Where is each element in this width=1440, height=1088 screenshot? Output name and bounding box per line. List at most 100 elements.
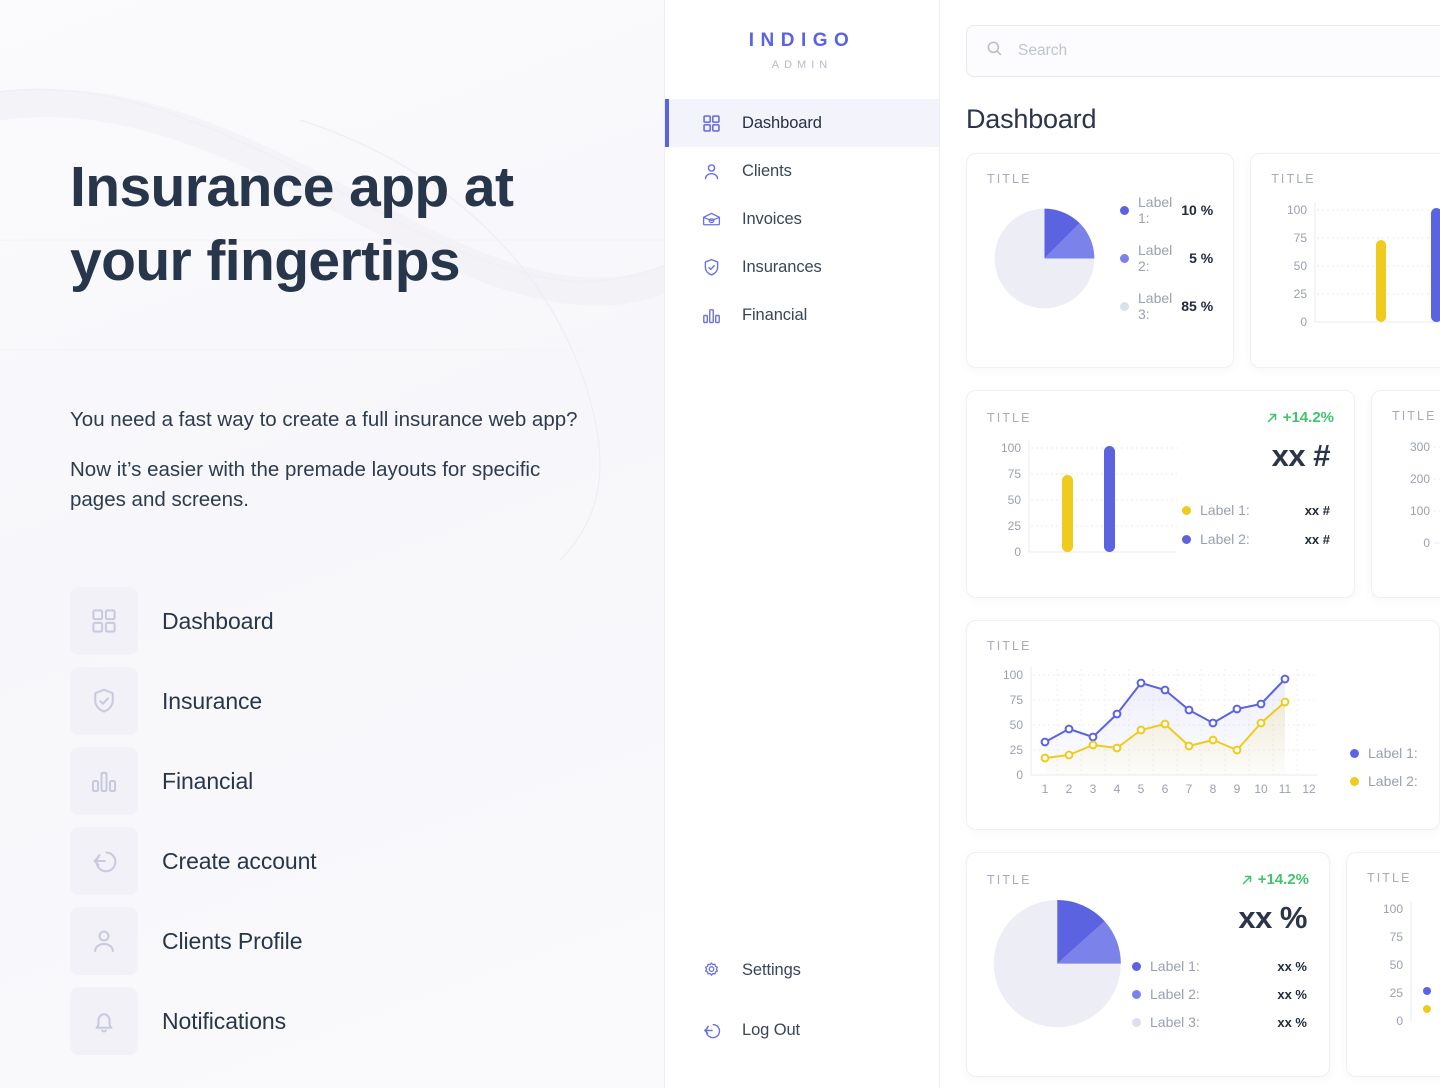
dashboard-main: Search Dashboard TITLE bbox=[940, 0, 1440, 1088]
status-badge: +14.2% bbox=[1265, 409, 1334, 426]
bar-card-2[interactable]: TITLE +14.2% 100 75 50 bbox=[966, 390, 1355, 598]
card-title: TITLE bbox=[987, 639, 1032, 653]
bar-legend: Label 1: xx # Label 2: xx # bbox=[1182, 502, 1330, 547]
legend-item: Label 3: 85 % bbox=[1120, 290, 1213, 322]
legend-item: Label 2: 5 % bbox=[1120, 242, 1213, 274]
pie-card-2[interactable]: TITLE +14.2% bbox=[966, 852, 1330, 1077]
bar-chart: 100 75 50 25 0 bbox=[1287, 202, 1440, 329]
legend-label: Label 1: bbox=[1138, 194, 1173, 226]
shield-check-icon bbox=[699, 257, 723, 278]
sidebar-item-invoices[interactable]: Invoices bbox=[665, 195, 939, 243]
svg-text:75: 75 bbox=[1294, 231, 1308, 245]
sidebar-item-settings[interactable]: Settings bbox=[665, 940, 939, 1000]
legend-dot bbox=[1132, 961, 1141, 971]
bar-chart: 300 200 100 0 Mo bbox=[1410, 440, 1440, 550]
svg-text:1: 1 bbox=[1042, 782, 1049, 796]
feature-item-insurance[interactable]: Insurance bbox=[70, 661, 664, 741]
sidebar-item-label: Financial bbox=[742, 305, 808, 324]
legend-value: xx % bbox=[1277, 958, 1307, 974]
svg-text:0: 0 bbox=[1396, 1014, 1403, 1028]
legend-label: Label 2: bbox=[1368, 773, 1418, 789]
promo-paragraph-2: Now it’s easier with the premade layouts… bbox=[70, 458, 541, 511]
bar-chart: 100 75 50 25 0 bbox=[1383, 901, 1431, 1028]
promo-panel: Insurance app at your fingertips You nee… bbox=[0, 0, 664, 1088]
bar-card-3[interactable]: TITLE 300 200 100 0 Mo bbox=[1371, 390, 1440, 598]
legend-item: Label 2: xx % bbox=[1132, 986, 1307, 1002]
legend-value: xx % bbox=[1277, 1014, 1307, 1030]
delta-value: +14.2% bbox=[1257, 871, 1309, 888]
sidebar-item-label: Dashboard bbox=[742, 113, 822, 132]
search-icon bbox=[985, 39, 1004, 63]
user-icon bbox=[70, 907, 138, 975]
card-row-3: TITLE bbox=[966, 620, 1440, 830]
page-headline: Insurance app at your fingertips bbox=[70, 155, 514, 293]
card-title: TITLE bbox=[987, 410, 1032, 425]
feature-label: Create account bbox=[162, 847, 317, 874]
legend-dot bbox=[1120, 301, 1129, 311]
feature-label: Clients Profile bbox=[162, 927, 303, 954]
sidebar-footer-nav: Settings Log Out bbox=[665, 940, 939, 1088]
feature-label: Financial bbox=[162, 767, 254, 794]
bar-card-4[interactable]: TITLE 100 75 50 25 0 bbox=[1346, 852, 1440, 1077]
legend-label: Label 2: bbox=[1138, 242, 1173, 274]
feature-item-clients-profile[interactable]: Clients Profile bbox=[70, 901, 664, 981]
svg-text:100: 100 bbox=[1410, 504, 1430, 518]
feature-label: Insurance bbox=[162, 687, 263, 714]
sidebar-item-clients[interactable]: Clients bbox=[665, 147, 939, 195]
svg-text:9: 9 bbox=[1234, 782, 1241, 796]
legend-dot bbox=[1182, 534, 1191, 544]
legend-label: Label 3: bbox=[1138, 290, 1173, 322]
svg-text:25: 25 bbox=[1008, 519, 1022, 533]
svg-text:75: 75 bbox=[1390, 930, 1404, 944]
bar-card-1[interactable]: TITLE 100 75 50 25 0 bbox=[1250, 153, 1440, 368]
card-title: TITLE bbox=[1392, 409, 1437, 423]
legend-label: Label 1: bbox=[1150, 958, 1200, 974]
svg-text:100: 100 bbox=[1383, 902, 1403, 916]
feature-item-financial[interactable]: Financial bbox=[70, 741, 664, 821]
svg-text:50: 50 bbox=[1390, 958, 1404, 972]
svg-text:0: 0 bbox=[1423, 536, 1430, 550]
search-input[interactable]: Search bbox=[966, 25, 1440, 77]
feature-list: Dashboard Insurance bbox=[70, 581, 664, 1061]
legend-dot bbox=[1132, 989, 1141, 999]
feature-item-create-account[interactable]: Create account bbox=[70, 821, 664, 901]
card-title: TITLE bbox=[1271, 172, 1316, 186]
legend-dot bbox=[1120, 253, 1129, 263]
svg-text:6: 6 bbox=[1162, 782, 1169, 796]
big-value: xx % bbox=[1238, 900, 1307, 935]
pie-card-1[interactable]: TITLE Label 1: 10 % bbox=[966, 153, 1235, 368]
feature-item-dashboard[interactable]: Dashboard bbox=[70, 581, 664, 661]
legend-item: Label 3: xx % bbox=[1132, 1014, 1307, 1030]
legend-dot bbox=[1182, 505, 1191, 515]
sidebar-item-label: Invoices bbox=[742, 209, 802, 228]
sidebar-item-label: Log Out bbox=[742, 1020, 801, 1039]
shield-check-icon bbox=[70, 667, 138, 735]
svg-text:75: 75 bbox=[1008, 467, 1022, 481]
legend-label: Label 2: bbox=[1200, 531, 1250, 547]
card-title: TITLE bbox=[987, 872, 1032, 887]
pie-chart bbox=[993, 900, 1121, 1028]
line-card[interactable]: TITLE bbox=[966, 620, 1440, 830]
feature-item-notifications[interactable]: Notifications bbox=[70, 981, 664, 1061]
brand-name: INDIGO bbox=[748, 30, 856, 51]
legend-item: Label 1: bbox=[1350, 745, 1418, 761]
legend-item: Label 2: xx # bbox=[1182, 531, 1330, 547]
delta-value: +14.2% bbox=[1282, 409, 1334, 426]
svg-text:200: 200 bbox=[1410, 472, 1430, 486]
legend-item: Label 1: xx # bbox=[1182, 502, 1330, 518]
sidebar-item-dashboard[interactable]: Dashboard bbox=[665, 99, 939, 147]
legend-dot bbox=[1350, 748, 1359, 758]
grid-icon bbox=[699, 113, 723, 134]
bell-icon bbox=[70, 987, 138, 1055]
sidebar-item-insurances[interactable]: Insurances bbox=[665, 243, 939, 291]
legend-dot bbox=[1350, 776, 1359, 786]
sidebar-item-label: Clients bbox=[742, 161, 792, 180]
legend-label: Label 3: bbox=[1150, 1014, 1200, 1030]
pie-legend: Label 1: 10 % Label 2: 5 % Label 3: bbox=[1120, 194, 1213, 322]
status-badge: +14.2% bbox=[1240, 871, 1309, 888]
sidebar-item-financial[interactable]: Financial bbox=[665, 291, 939, 339]
sidebar-item-logout[interactable]: Log Out bbox=[665, 1000, 939, 1060]
page-title: Dashboard bbox=[966, 104, 1097, 134]
sidebar-item-label: Settings bbox=[742, 960, 801, 979]
svg-text:100: 100 bbox=[1287, 203, 1307, 217]
